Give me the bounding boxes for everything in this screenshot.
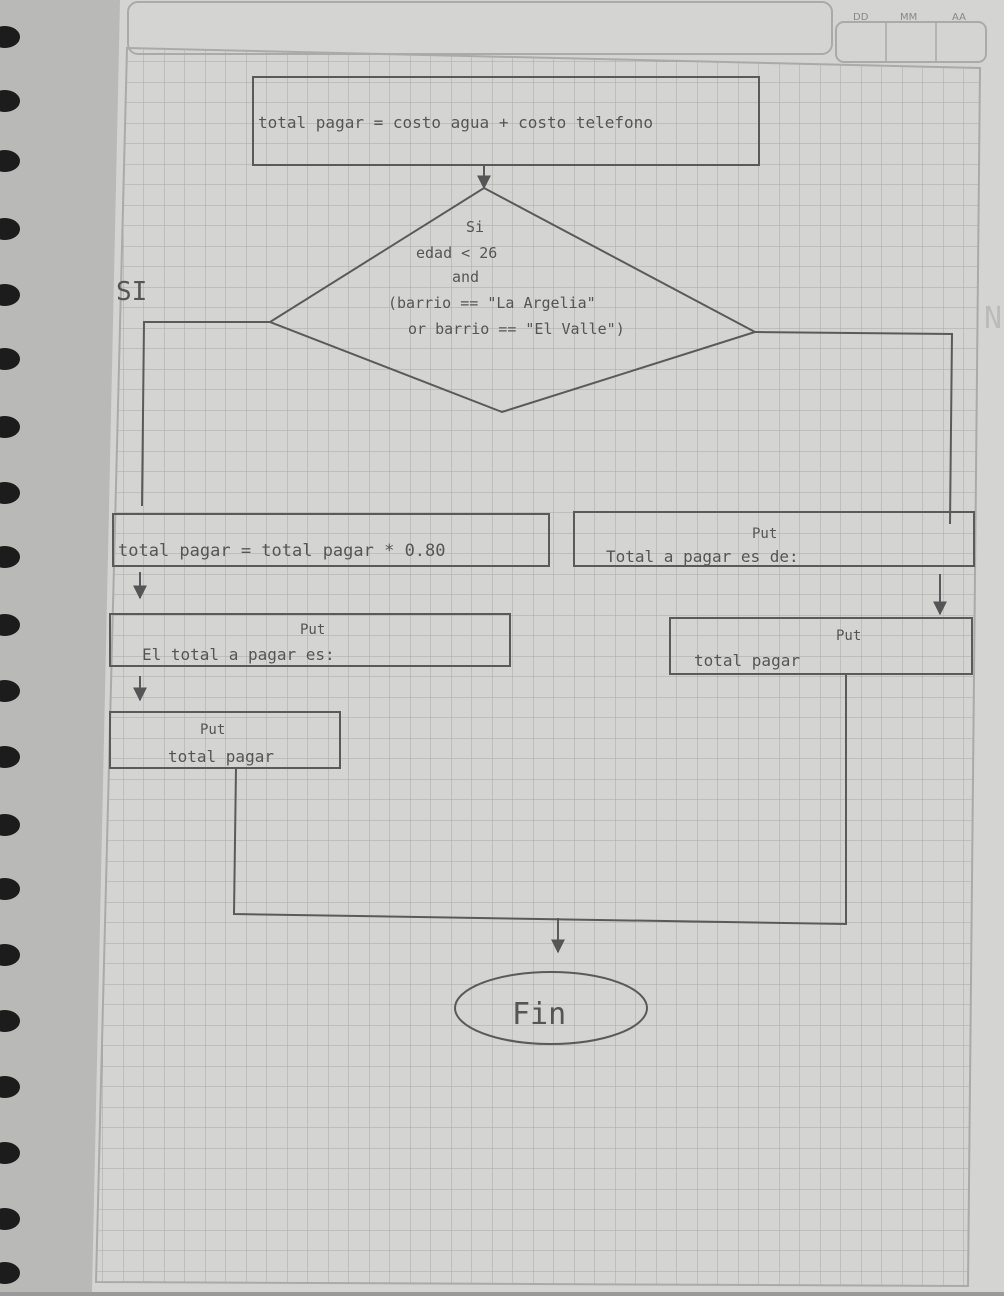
spiral-hole bbox=[0, 614, 20, 636]
left-put1-keyword: Put bbox=[300, 622, 325, 638]
header-bar bbox=[127, 1, 833, 55]
process-total-pagar bbox=[252, 76, 760, 166]
spiral-hole bbox=[0, 1208, 20, 1230]
spiral-hole bbox=[0, 1262, 20, 1284]
output-total-pagar-left bbox=[109, 711, 341, 769]
left-put2-keyword: Put bbox=[200, 722, 225, 738]
yes-label: SI bbox=[116, 277, 147, 307]
left-put1-text: El total a pagar es: bbox=[142, 645, 335, 664]
right-put1-keyword: Put bbox=[752, 526, 777, 542]
no-label: N bbox=[984, 301, 1002, 336]
decision-line-3: and bbox=[452, 268, 479, 286]
date-label-dd: DD bbox=[853, 12, 869, 23]
process-descuento bbox=[112, 513, 550, 567]
output-total-pagar-right bbox=[669, 617, 973, 675]
spiral-hole bbox=[0, 1142, 20, 1164]
spiral-hole bbox=[0, 416, 20, 438]
spiral-hole bbox=[0, 680, 20, 702]
decision-line-2: edad < 26 bbox=[416, 244, 497, 262]
assign-text: total pagar = total pagar * 0.80 bbox=[118, 541, 446, 561]
spiral-hole bbox=[0, 944, 20, 966]
spiral-hole bbox=[0, 284, 20, 306]
decision-line-1: Si bbox=[466, 218, 484, 236]
spiral-hole bbox=[0, 348, 20, 370]
left-put2-text: total pagar bbox=[168, 747, 274, 766]
terminal-text: Fin bbox=[512, 997, 566, 1032]
date-box bbox=[835, 21, 987, 63]
spiral-hole bbox=[0, 1076, 20, 1098]
terminal-fin bbox=[454, 971, 648, 1045]
spiral-hole bbox=[0, 1010, 20, 1032]
decision-diamond bbox=[267, 186, 758, 414]
output-total-es-de bbox=[573, 511, 975, 567]
spiral-hole bbox=[0, 814, 20, 836]
right-put2-keyword: Put bbox=[836, 628, 861, 644]
spiral-hole bbox=[0, 878, 20, 900]
process-top-text: total pagar = costo agua + costo telefon… bbox=[258, 113, 653, 132]
right-put1-text: Total a pagar es de: bbox=[606, 547, 799, 566]
right-put2-text: total pagar bbox=[694, 651, 800, 670]
decision-line-5: or barrio == "El Valle") bbox=[408, 320, 625, 338]
spiral-hole bbox=[0, 150, 20, 172]
date-label-aa: AA bbox=[952, 12, 966, 23]
spiral-hole bbox=[0, 26, 20, 48]
date-label-mm: MM bbox=[900, 12, 917, 23]
spiral-hole bbox=[0, 482, 20, 504]
output-el-total bbox=[109, 613, 511, 667]
spiral-hole bbox=[0, 90, 20, 112]
spiral-hole bbox=[0, 746, 20, 768]
decision-line-4: (barrio == "La Argelia" bbox=[388, 294, 596, 312]
spiral-hole bbox=[0, 218, 20, 240]
spiral-hole bbox=[0, 546, 20, 568]
